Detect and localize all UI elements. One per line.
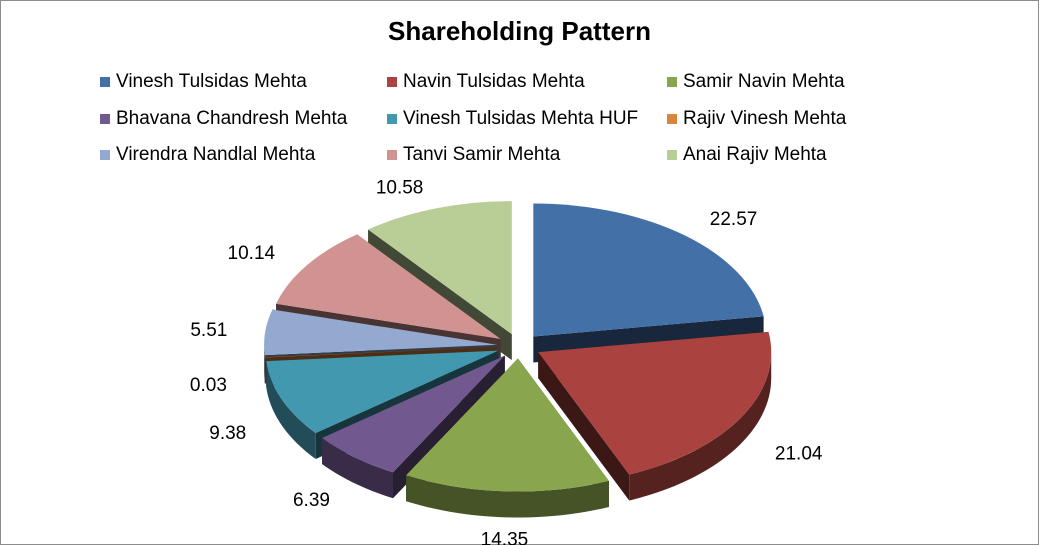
pie-slice	[321, 355, 505, 499]
pie-slice-wall	[406, 475, 609, 518]
pie-slice-top	[533, 203, 764, 337]
pie-slice-side	[538, 352, 630, 501]
legend-swatch	[100, 114, 110, 124]
pie-slice	[406, 358, 609, 518]
legend-item: Vinesh Tulsidas Mehta HUF	[387, 107, 638, 131]
legend-label: Vinesh Tulsidas Mehta HUF	[403, 108, 639, 129]
pie-slice-top	[406, 358, 609, 492]
pie-slice-wall	[321, 438, 393, 499]
legend-item: Tanvi Samir Mehta	[387, 143, 560, 167]
legend-item: Virendra Nandlal Mehta	[100, 143, 315, 167]
legend-swatch	[667, 77, 677, 87]
legend-label: Navin Tulsidas Mehta	[403, 71, 585, 92]
legend-item: Vinesh Tulsidas Mehta	[100, 70, 307, 94]
pie-slice-top	[368, 201, 512, 335]
legend-label: Anai Rajiv Mehta	[683, 144, 827, 165]
data-label: 10.58	[376, 178, 424, 199]
legend-swatch	[100, 77, 110, 87]
data-label: 0.03	[190, 375, 227, 396]
legend-swatch	[100, 150, 110, 160]
legend-label: Bhavana Chandresh Mehta	[116, 108, 348, 129]
pie-slice-top	[264, 346, 498, 358]
data-label: 10.14	[228, 243, 276, 264]
legend-swatch	[387, 114, 397, 124]
chart-title: Shareholding Pattern	[388, 16, 651, 46]
pie-slice	[538, 331, 772, 501]
legend-item: Bhavana Chandresh Mehta	[100, 107, 347, 131]
pie-slice-top	[538, 331, 772, 475]
legend-swatch	[387, 77, 397, 87]
data-label: 5.51	[190, 320, 227, 341]
legend: Vinesh Tulsidas Mehta Navin Tulsidas Meh…	[100, 70, 900, 180]
legend-label: Virendra Nandlal Mehta	[116, 144, 316, 165]
data-label: 6.39	[293, 490, 330, 511]
legend-label: Tanvi Samir Mehta	[403, 144, 561, 165]
legend-item: Samir Navin Mehta	[667, 70, 845, 94]
pie-slice-wall	[264, 344, 265, 382]
legend-label: Vinesh Tulsidas Mehta	[116, 71, 307, 92]
legend-label: Samir Navin Mehta	[683, 71, 845, 92]
legend-swatch	[387, 150, 397, 160]
pie-slice-top	[276, 234, 501, 340]
pie-slice-wall	[266, 361, 316, 460]
legend-item: Rajiv Vinesh Mehta	[667, 107, 846, 131]
pie-slice-top	[264, 309, 498, 356]
data-label: 9.38	[209, 423, 246, 444]
pie-slice-wall	[629, 352, 772, 501]
legend-swatch	[667, 114, 677, 124]
pie-slice-top	[266, 350, 499, 434]
legend-label: Rajiv Vinesh Mehta	[683, 108, 847, 129]
data-label: 22.57	[710, 209, 758, 230]
legend-swatch	[667, 150, 677, 160]
legend-item: Anai Rajiv Mehta	[667, 143, 827, 167]
pie-slice-top	[321, 355, 505, 473]
legend-item: Navin Tulsidas Mehta	[387, 70, 585, 94]
data-label: 21.04	[775, 444, 823, 465]
data-label: 14.35	[481, 529, 529, 545]
